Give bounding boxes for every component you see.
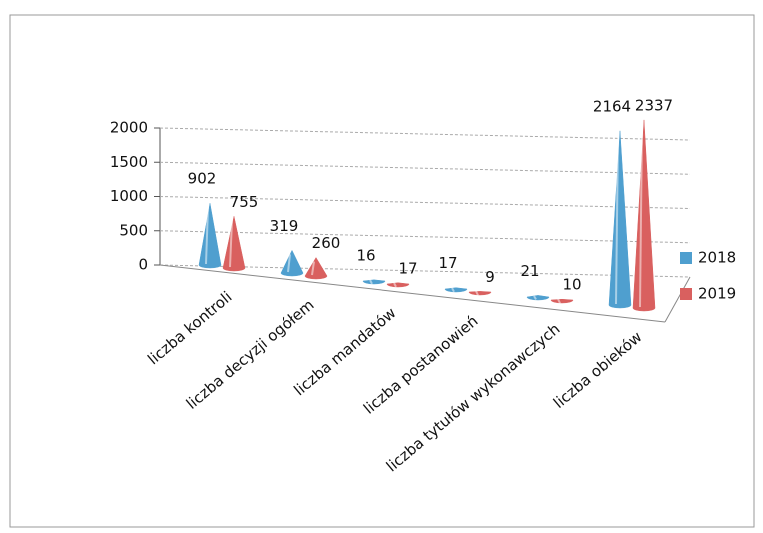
floor-edge [159, 264, 666, 323]
legend-label: 2019 [698, 285, 736, 303]
cone [280, 249, 304, 277]
x-tick-label: liczba kontroli [144, 288, 235, 369]
cone-highlight [229, 220, 233, 268]
grid-line [159, 161, 691, 175]
cone-highlight [615, 134, 619, 305]
cone-highlight [369, 279, 373, 285]
value-label: 10 [562, 276, 581, 294]
cone [304, 257, 328, 280]
value-label: 902 [188, 170, 217, 188]
legend-swatch [680, 288, 692, 300]
cone [386, 282, 410, 288]
y-tick-label: 0 [138, 256, 148, 274]
cone [632, 119, 656, 312]
value-label: 755 [230, 193, 259, 211]
value-label: 319 [270, 217, 299, 235]
grid-line [159, 127, 691, 141]
legend-label: 2018 [698, 249, 736, 267]
x-tick-label: liczba obieków [550, 328, 646, 412]
value-label: 9 [485, 268, 495, 286]
cone-highlight [639, 123, 643, 308]
cone-highlight [533, 295, 537, 300]
grid-line [159, 264, 691, 278]
cone [198, 203, 222, 269]
cone-highlight [393, 282, 397, 288]
cone [468, 291, 492, 296]
x-tick-label: liczba tytułów wykonawczych [383, 320, 564, 476]
cone [550, 298, 574, 304]
cone-highlight [557, 298, 561, 304]
value-label: 260 [312, 234, 341, 252]
value-label: 2337 [635, 96, 673, 114]
cone-highlight [287, 254, 291, 273]
cone [526, 295, 550, 301]
floor-right [664, 276, 691, 323]
value-label: 21 [520, 262, 539, 280]
y-tick-label: 1500 [110, 153, 148, 171]
grid-line [159, 196, 691, 209]
y-tick-label: 2000 [110, 119, 148, 137]
value-label: 17 [438, 254, 457, 272]
cone-highlight [475, 290, 479, 296]
value-label: 17 [398, 259, 417, 277]
y-tick-label: 500 [119, 221, 148, 239]
grid-line [159, 230, 691, 244]
value-label: 16 [356, 246, 375, 264]
cone [362, 279, 386, 285]
y-tick-label: 1000 [110, 187, 148, 205]
cone-highlight [311, 261, 315, 276]
cone [608, 130, 632, 309]
chart-frame [9, 14, 755, 528]
value-label: 2164 [593, 97, 631, 115]
legend-swatch [680, 252, 692, 264]
cone-highlight [451, 287, 455, 293]
cone-highlight [205, 207, 209, 265]
cone [444, 287, 468, 293]
cone [222, 216, 246, 272]
